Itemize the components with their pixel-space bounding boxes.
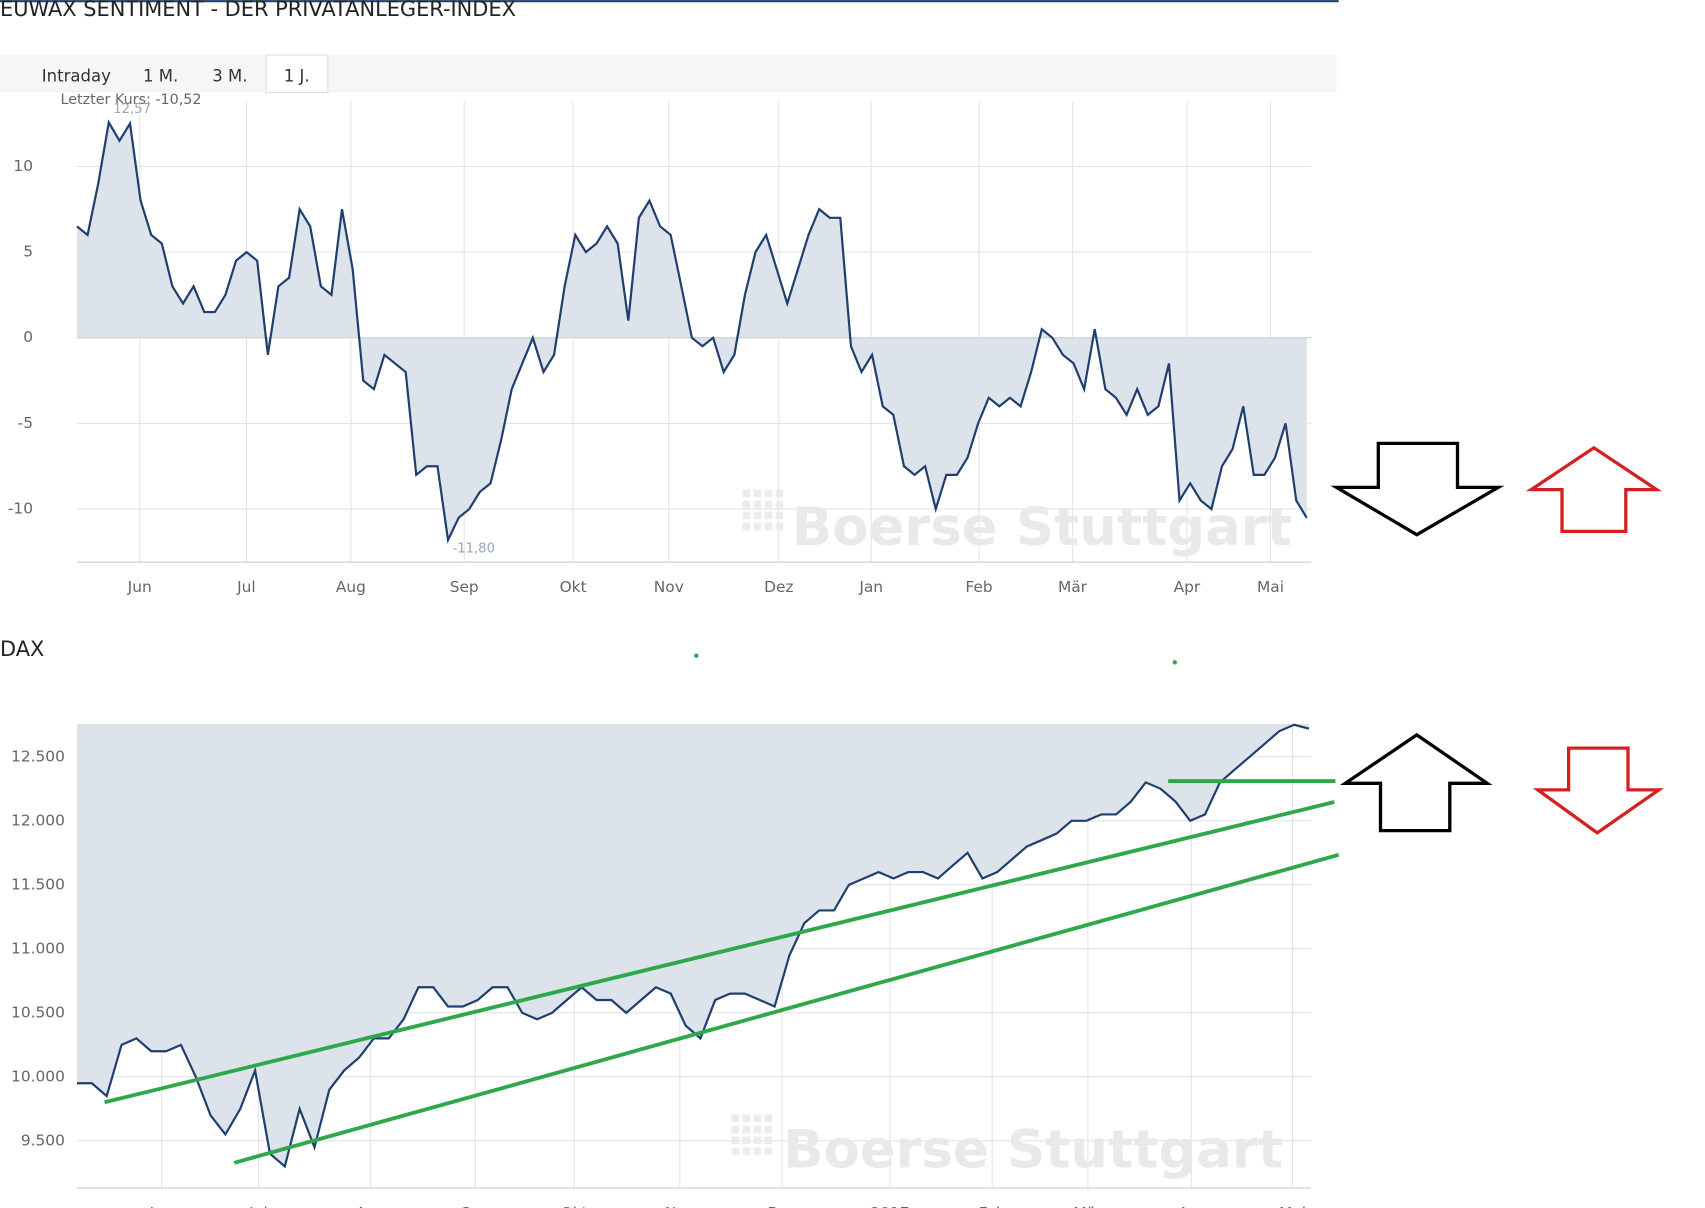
logo-cell [764, 1136, 773, 1145]
logo-cell [753, 522, 762, 531]
page-title: EUWAX SENTIMENT - DER PRIVATANLEGER-INDE… [0, 0, 516, 21]
x-tick-label: Dez [764, 578, 793, 596]
logo-cell [742, 522, 751, 531]
x-tick-label: Jul [248, 1204, 268, 1208]
logo-cell [753, 1125, 762, 1134]
watermark: Boerse Stuttgart [792, 497, 1292, 558]
trend-line [104, 800, 1335, 1105]
x-tick-label: Okt [560, 578, 587, 596]
min-label: -11,80 [452, 542, 495, 557]
logo-cell [742, 489, 751, 498]
logo-cell [764, 1114, 773, 1123]
y-tick-label: 11.000 [11, 939, 65, 957]
x-tick-label: Okt [561, 1204, 588, 1208]
logo-cell [753, 1136, 762, 1145]
area [77, 122, 1307, 540]
line [76, 119, 1308, 544]
logo-cell [753, 500, 762, 509]
x-tick-label: Jun [127, 578, 152, 596]
arrow-up [1339, 732, 1493, 833]
logo-cell [753, 511, 762, 520]
logo-cell [742, 1125, 751, 1134]
logo-cell [742, 1147, 751, 1156]
logo-cell [742, 511, 751, 520]
y-tick-label: 9.500 [21, 1131, 65, 1149]
last-price: Letzter Kurs: -10,52 [60, 92, 201, 108]
logo-cell [731, 1136, 740, 1145]
logo-cell [742, 1136, 751, 1145]
logo-cell [775, 522, 784, 531]
arrow-up [1525, 445, 1663, 534]
tab[interactable]: Intraday [42, 67, 111, 86]
x-tick-label: Feb [965, 578, 992, 596]
logo-cell [742, 1114, 751, 1123]
y-tick-label: 10.500 [11, 1003, 65, 1021]
x-tick-label: Apr [1178, 1204, 1205, 1208]
x-tick-label: Nov [665, 1204, 695, 1208]
tab[interactable]: 1 J. [284, 67, 310, 86]
watermark-logo [731, 1114, 773, 1156]
logo-cell [764, 489, 773, 498]
x-tick-label: Mär [1058, 578, 1088, 596]
x-tick-label: Mai [1279, 1204, 1306, 1208]
logo-cell [753, 489, 762, 498]
arrow-down [1532, 746, 1665, 835]
x-tick-label: Mär [1073, 1204, 1103, 1208]
logo-cell [753, 1114, 762, 1123]
line [77, 723, 1310, 1169]
logo-cell [775, 511, 784, 520]
logo-cell [775, 489, 784, 498]
x-tick-label: Sep [450, 578, 479, 596]
y-tick-label: 5 [23, 243, 33, 261]
x-tick-label: Jan [858, 578, 883, 596]
y-tick-label: 0 [23, 328, 33, 346]
x-tick-label: Jul [236, 578, 256, 596]
area [77, 723, 1309, 1167]
logo-cell [764, 1125, 773, 1134]
watermark: Boerse Stuttgart [783, 1120, 1283, 1181]
x-tick-label: Feb [979, 1204, 1006, 1208]
logo-cell [742, 500, 751, 509]
max-label: 12,57 [113, 102, 151, 117]
logo-cell [764, 511, 773, 520]
x-tick-label: 2017 [870, 1204, 909, 1208]
x-tick-label: Aug [336, 578, 366, 596]
arrow-down [1330, 441, 1505, 537]
tab-bar [0, 55, 1337, 93]
watermark-logo [742, 489, 784, 531]
x-tick-label: Dez [767, 1204, 796, 1208]
trend-line [233, 852, 1340, 1165]
logo-cell [731, 1125, 740, 1134]
logo-cell [764, 1147, 773, 1156]
y-tick-label: 12.000 [11, 811, 65, 829]
logo-cell [753, 1147, 762, 1156]
logo-cell [731, 1147, 740, 1156]
y-tick-label: 12.500 [11, 747, 65, 765]
tab[interactable]: 1 M. [143, 67, 178, 86]
logo-cell [764, 522, 773, 531]
dot [1172, 660, 1177, 665]
x-tick-label: Nov [654, 578, 684, 596]
y-tick-label: -10 [8, 500, 33, 518]
x-tick-label: Mai [1257, 578, 1284, 596]
logo-cell [764, 500, 773, 509]
annotations [104, 441, 1665, 1165]
logo-cell [775, 500, 784, 509]
y-tick-label: 10.000 [11, 1067, 65, 1085]
tab-active [265, 54, 329, 94]
logo-cell [731, 1114, 740, 1123]
y-tick-label: -5 [18, 414, 33, 432]
x-tick-label: Apr [1174, 578, 1201, 596]
y-tick-label: 10 [13, 157, 33, 175]
tab[interactable]: 3 M. [212, 67, 247, 86]
x-tick-label: Sep [461, 1204, 490, 1208]
x-tick-label: Aug [356, 1204, 386, 1208]
x-tick-label: Jun [149, 1204, 174, 1208]
dot [694, 653, 699, 658]
y-tick-label: 11.500 [11, 875, 65, 893]
chart-title: DAX [0, 637, 44, 661]
